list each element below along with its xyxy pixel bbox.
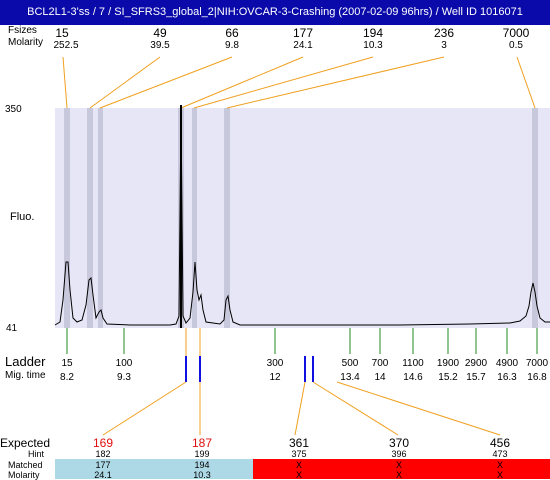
ladder-time: 16.8 bbox=[527, 372, 547, 383]
matched-value: 177 bbox=[95, 460, 111, 470]
peak-band bbox=[87, 108, 93, 328]
molarity-value: X bbox=[496, 470, 504, 480]
expected-size: 361 bbox=[288, 436, 310, 450]
hint-label: Hint bbox=[28, 449, 45, 459]
hint-value: 199 bbox=[194, 449, 210, 459]
ladder-time: 14 bbox=[374, 372, 386, 383]
peak-size-label: 7000 bbox=[502, 26, 530, 40]
peak-molarity-label: 24.1 bbox=[293, 40, 313, 51]
matched-row-bg bbox=[55, 459, 253, 479]
peak-band bbox=[532, 108, 538, 328]
hint-value: 396 bbox=[391, 449, 407, 459]
peak-size-label: 236 bbox=[433, 26, 455, 40]
hint-value: 473 bbox=[492, 449, 508, 459]
peak-molarity-label: 252.5 bbox=[53, 40, 79, 51]
missing-row-bg bbox=[253, 459, 550, 479]
ladder-size: 15 bbox=[61, 358, 73, 369]
molarity-value: X bbox=[395, 470, 403, 480]
ladder-time: 12 bbox=[269, 372, 281, 383]
window-title: BCL2L1-3'ss / 7 / SI_SFRS3_global_2|NIH:… bbox=[27, 6, 523, 18]
expected-connectors bbox=[102, 328, 501, 436]
fluorescence-trace bbox=[54, 109, 550, 326]
ladder-size: 1900 bbox=[436, 358, 460, 369]
expected-size: 456 bbox=[489, 436, 511, 450]
peak-band bbox=[98, 108, 103, 328]
y-axis-title: Fluo. bbox=[10, 211, 35, 223]
ladder-size: 700 bbox=[371, 358, 389, 369]
ladder-time: 14.6 bbox=[403, 372, 423, 383]
peak-size-label: 177 bbox=[292, 26, 314, 40]
ladder-size: 100 bbox=[115, 358, 133, 369]
ladder-ticks bbox=[66, 328, 538, 354]
hint-value: 375 bbox=[291, 449, 307, 459]
ladder-size: 500 bbox=[341, 358, 359, 369]
ladder-time: 15.2 bbox=[438, 372, 458, 383]
peak-band bbox=[224, 108, 230, 328]
peak-molarity-label: 39.5 bbox=[150, 40, 170, 51]
ladder-time: 9.3 bbox=[117, 372, 131, 383]
ladder-size: 4900 bbox=[495, 358, 519, 369]
molarity-value: X bbox=[295, 470, 303, 480]
matched-value: X bbox=[295, 460, 303, 470]
ladder-size: 7000 bbox=[525, 358, 549, 369]
y-axis-min-label: 41 bbox=[6, 323, 18, 334]
ladder-time: 13.4 bbox=[340, 372, 360, 383]
molarity-value: 24.1 bbox=[94, 470, 112, 480]
expected-size: 370 bbox=[388, 436, 410, 450]
peak-band bbox=[64, 108, 70, 328]
hint-value: 182 bbox=[95, 449, 111, 459]
molarity-value: 10.3 bbox=[193, 470, 211, 480]
ladder-size: 1100 bbox=[402, 358, 424, 369]
peak-size-label: 49 bbox=[153, 26, 167, 40]
plot-area bbox=[55, 108, 550, 328]
peak-band bbox=[192, 108, 197, 328]
peak-molarity-label: 3 bbox=[441, 40, 447, 51]
peak-size-label: 66 bbox=[225, 26, 239, 40]
peak-size-label: 15 bbox=[55, 26, 69, 40]
ladder-time: 15.7 bbox=[466, 372, 486, 383]
peak-molarity-label: 10.3 bbox=[363, 40, 383, 51]
ladder-label: Ladder bbox=[5, 354, 46, 369]
matched-value: X bbox=[496, 460, 504, 470]
expected-size: 187 bbox=[191, 436, 213, 450]
peak-molarity-label: 9.8 bbox=[225, 40, 239, 51]
molarity-row-label: Molarity bbox=[8, 470, 40, 480]
matched-value: X bbox=[395, 460, 403, 470]
expected-size: 169 bbox=[92, 436, 114, 450]
ladder-time: 8.2 bbox=[60, 372, 74, 383]
y-axis-max-label: 350 bbox=[5, 104, 22, 115]
expected-label: Expected bbox=[0, 436, 51, 450]
mig-time-label: Mig. time bbox=[5, 370, 46, 381]
matched-value: 194 bbox=[194, 460, 210, 470]
molarity-label: Molarity bbox=[8, 37, 44, 48]
peak-size-label: 194 bbox=[362, 26, 384, 40]
sizes-label: Fsizes bbox=[8, 25, 37, 36]
title-bar: BCL2L1-3'ss / 7 / SI_SFRS3_global_2|NIH:… bbox=[0, 0, 550, 25]
expected-markers bbox=[185, 356, 314, 382]
peak-connectors bbox=[62, 56, 536, 109]
matched-label: Matched bbox=[8, 460, 43, 470]
ladder-size: 300 bbox=[266, 358, 284, 369]
peak-molarity-label: 0.5 bbox=[509, 40, 523, 51]
ladder-time: 16.3 bbox=[497, 372, 517, 383]
ladder-size: 2900 bbox=[464, 358, 488, 369]
